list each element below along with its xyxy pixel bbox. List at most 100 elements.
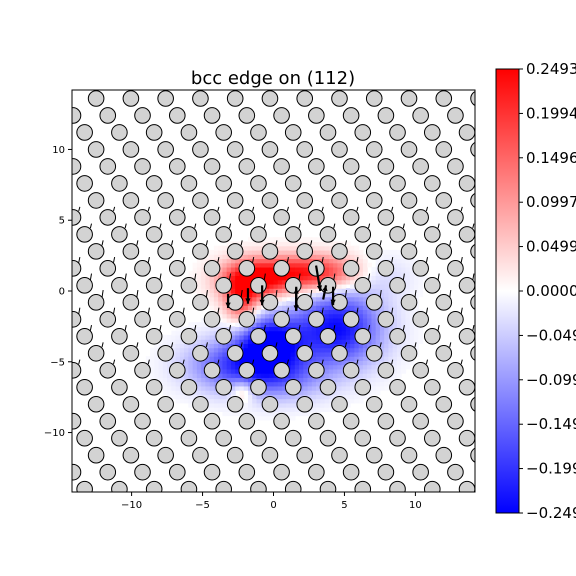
displacement-mark (321, 206, 324, 212)
field-cell (196, 330, 202, 336)
field-cell (345, 275, 351, 281)
atom (215, 480, 232, 492)
field-cell (175, 385, 181, 391)
field-cell (290, 351, 296, 357)
field-cell (324, 368, 330, 374)
field-cell (192, 360, 198, 366)
field-cell (150, 347, 155, 353)
atom (423, 328, 441, 345)
field-cell (196, 334, 202, 340)
field-cell (341, 390, 347, 395)
field-cell (222, 254, 228, 260)
atom (226, 294, 244, 311)
field-cell (341, 326, 347, 332)
field-cell (175, 343, 181, 349)
colorbar-gradient (495, 68, 520, 514)
atom (215, 328, 232, 345)
displacement-mark (275, 342, 278, 348)
field-cell (290, 271, 296, 277)
displacement-mark (460, 256, 463, 263)
field-cell (286, 360, 292, 366)
atom (284, 124, 302, 141)
field-cell (320, 394, 326, 400)
atom (470, 90, 475, 106)
field-cell (307, 394, 313, 400)
field-cell (345, 249, 351, 255)
field-cell (299, 377, 304, 383)
field-cell (316, 237, 321, 243)
field-cell (320, 292, 326, 298)
field-cell (269, 279, 275, 285)
field-cell (252, 356, 258, 361)
field-cell (230, 266, 236, 272)
field-cell (243, 377, 249, 383)
field-cell (405, 309, 411, 315)
field-cell (192, 343, 198, 349)
field-cell (316, 343, 321, 349)
atom (435, 344, 453, 362)
field-cell (413, 305, 419, 311)
field-cell (273, 385, 279, 391)
field-cell (333, 241, 338, 247)
field-cell (379, 275, 385, 281)
field-cell (282, 296, 287, 302)
field-cell (154, 364, 160, 370)
field-cell (171, 330, 177, 336)
field-cell (418, 279, 424, 285)
field-cell (299, 313, 304, 319)
displacement-mark (414, 290, 417, 298)
field-cell (201, 368, 206, 374)
field-cell (252, 373, 258, 378)
field-cell (209, 343, 215, 349)
field-cell (273, 279, 279, 285)
field-cell (213, 339, 219, 344)
field-cell (154, 356, 160, 361)
field-cell (324, 262, 330, 268)
displacement-mark (472, 273, 475, 281)
field-cell (201, 283, 206, 289)
field-cell (392, 296, 398, 302)
field-cell (307, 343, 313, 349)
field-cell (226, 309, 232, 315)
field-cell (303, 368, 309, 374)
displacement-mark (78, 307, 81, 315)
field-cell (311, 330, 317, 336)
field-cell (188, 343, 194, 349)
field-cell (354, 300, 360, 306)
atom (203, 361, 221, 379)
field-cell (277, 330, 283, 336)
field-cell (362, 296, 368, 302)
field-cell (409, 360, 415, 366)
field-cell (205, 339, 211, 344)
displacement-mark (89, 273, 93, 281)
field-cell (282, 300, 287, 306)
atom (122, 90, 140, 107)
field-cell (316, 330, 321, 336)
field-cell (286, 326, 292, 332)
field-cell (392, 266, 398, 272)
field-cell (290, 364, 296, 370)
arrow-layer (225, 265, 336, 311)
field-cell (405, 283, 411, 289)
field-cell (235, 334, 241, 340)
field-cell (256, 313, 262, 319)
field-cell (396, 292, 402, 298)
field-cell (175, 347, 181, 353)
displacement-mark (391, 206, 394, 212)
field-cell (384, 343, 390, 349)
y-tick-label: 0 (59, 287, 65, 298)
colorbar-tick-label: −0.0499 (526, 326, 576, 344)
field-cell (388, 351, 394, 357)
field-cell (286, 292, 292, 298)
atom (99, 158, 117, 175)
field-cell (337, 283, 343, 289)
field-cell (179, 326, 185, 332)
field-cell (218, 360, 224, 366)
field-cell (222, 364, 228, 370)
field-cell (260, 326, 266, 332)
atom (76, 226, 93, 243)
field-cell (286, 343, 292, 349)
field-cell (396, 322, 402, 327)
field-cell (235, 377, 241, 383)
